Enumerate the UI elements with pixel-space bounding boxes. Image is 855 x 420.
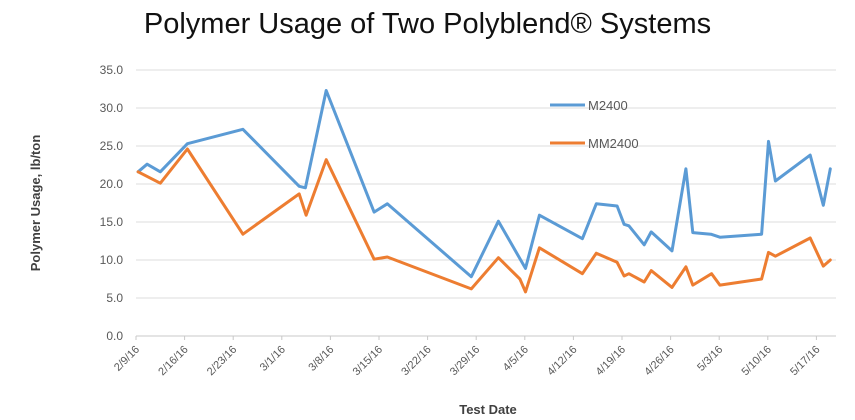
- y-tick-label: 25.0: [100, 139, 124, 153]
- x-tick-label: 3/22/16: [399, 344, 433, 378]
- x-tick-label: 2/23/16: [205, 344, 239, 378]
- y-tick-label: 20.0: [100, 177, 124, 191]
- y-axis-title: Polymer Usage, lb/ton: [28, 135, 43, 272]
- x-tick-label: 5/17/16: [788, 344, 822, 378]
- y-tick-label: 0.0: [106, 329, 123, 343]
- x-tick-label: 2/16/16: [156, 344, 190, 378]
- x-tick-label: 3/29/16: [448, 344, 482, 378]
- series-line-mm2400: [136, 147, 832, 294]
- series-line-m2400: [136, 89, 832, 279]
- legend: M2400 MM2400: [550, 98, 639, 151]
- gridlines: [136, 69, 836, 337]
- legend-label-mm2400: MM2400: [588, 136, 639, 151]
- x-tick-label: 3/8/16: [306, 344, 336, 374]
- x-tick-label: 3/1/16: [258, 344, 288, 374]
- x-tick-label: 4/19/16: [594, 344, 628, 378]
- chart-title: Polymer Usage of Two Polyblend® Systems: [143, 8, 712, 40]
- x-axis-tick-labels: 2/9/16 2/16/16 2/23/16 3/1/16 3/8/16 3/15/16 3…: [112, 336, 823, 378]
- x-tick-label: 5/3/16: [695, 344, 725, 374]
- y-tick-label: 30.0: [100, 101, 124, 115]
- y-tick-label: 5.0: [106, 291, 123, 305]
- data-series: [136, 89, 832, 294]
- x-axis-title: Test Date: [459, 402, 517, 417]
- x-tick-label: 4/12/16: [545, 344, 579, 378]
- legend-label-m2400: M2400: [588, 98, 628, 113]
- y-tick-label: 10.0: [100, 253, 124, 267]
- y-tick-label: 15.0: [100, 215, 124, 229]
- x-tick-label: 4/26/16: [642, 344, 676, 378]
- x-tick-label: 5/10/16: [739, 344, 773, 378]
- y-axis-tick-labels: 0.0 5.0 10.0 15.0 20.0 25.0 30.0 35.0: [100, 63, 124, 343]
- y-tick-label: 35.0: [100, 63, 124, 77]
- x-tick-label: 2/9/16: [112, 344, 142, 374]
- x-tick-label: 4/5/16: [501, 344, 531, 374]
- x-tick-label: 3/15/16: [351, 344, 385, 378]
